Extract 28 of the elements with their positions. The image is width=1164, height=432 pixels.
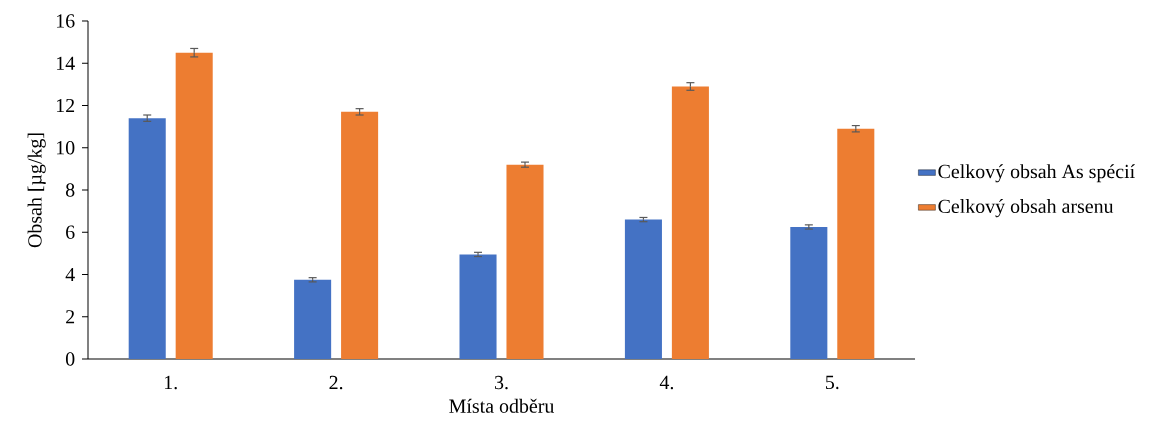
y-tick-label: 10 xyxy=(56,141,75,155)
x-tick-label: 5. xyxy=(826,375,839,390)
y-tick-label: 14 xyxy=(56,56,75,70)
x-axis-title: Místa odběru xyxy=(449,398,555,413)
bar xyxy=(459,254,497,359)
y-tick-label: 2 xyxy=(66,310,75,324)
bar xyxy=(837,128,875,359)
legend-label: Celkový obsah arsenu xyxy=(938,198,1114,218)
bar xyxy=(341,111,379,359)
y-tick-label: 16 xyxy=(56,14,75,28)
x-tick-label: 4. xyxy=(659,375,674,390)
x-tick-label: 3. xyxy=(494,375,508,390)
y-tick-label: 8 xyxy=(65,183,75,197)
y-tick-label: 4 xyxy=(65,267,75,282)
legend-label: Celkový obsah As spécií xyxy=(938,164,1135,183)
y-tick-label: 0 xyxy=(65,352,75,366)
x-tick-label: 2. xyxy=(329,375,343,390)
bar xyxy=(624,219,662,359)
bar xyxy=(506,164,544,359)
bar xyxy=(294,279,332,359)
bar xyxy=(128,118,166,359)
y-tick-label: 6 xyxy=(66,225,75,239)
bar xyxy=(790,226,828,359)
x-tick-label: 1. xyxy=(164,375,177,390)
y-axis-title: Obsah [µg/kg] xyxy=(27,133,46,248)
y-tick-label: 12 xyxy=(56,98,75,113)
bar xyxy=(175,52,213,359)
bar xyxy=(671,86,709,359)
